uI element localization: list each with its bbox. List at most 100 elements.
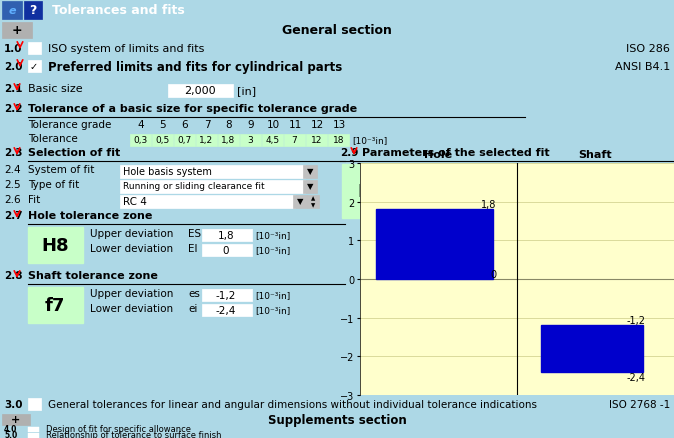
Text: Basic size: Basic size <box>428 166 479 176</box>
Text: 0: 0 <box>222 245 229 255</box>
Bar <box>202 230 252 241</box>
Text: -1,2: -1,2 <box>627 316 646 326</box>
Text: Maximum clearance: Maximum clearance <box>428 180 534 191</box>
Text: 1,8: 1,8 <box>481 200 497 210</box>
Bar <box>120 180 305 194</box>
Text: Hole tolerance zone: Hole tolerance zone <box>28 211 152 220</box>
Text: ✓: ✓ <box>30 62 38 72</box>
Bar <box>28 43 41 55</box>
Text: [10⁻³in]: [10⁻³in] <box>255 305 290 314</box>
Bar <box>2 414 30 425</box>
Bar <box>342 165 420 219</box>
Bar <box>202 304 252 316</box>
Text: ▲: ▲ <box>311 196 315 201</box>
Text: 6: 6 <box>182 120 188 130</box>
Bar <box>218 135 239 147</box>
Text: 13: 13 <box>332 120 346 130</box>
Bar <box>28 227 83 263</box>
Text: 0,3: 0,3 <box>133 136 148 145</box>
Text: 2,000: 2,000 <box>184 86 216 96</box>
Text: [in]: [in] <box>608 183 626 193</box>
Text: 0,0012: 0,0012 <box>557 198 593 208</box>
Text: 2.7: 2.7 <box>4 211 23 220</box>
Text: [10⁻³in]: [10⁻³in] <box>255 230 290 240</box>
Text: 2.4: 2.4 <box>4 165 21 175</box>
Text: 0,7: 0,7 <box>177 136 191 145</box>
Bar <box>240 135 261 147</box>
Bar <box>375 210 493 279</box>
Bar <box>328 135 349 147</box>
Text: RC 4: RC 4 <box>358 183 404 201</box>
Text: 3.0: 3.0 <box>4 399 22 409</box>
Bar <box>28 398 41 410</box>
Text: Parameters of the selected fit: Parameters of the selected fit <box>362 148 549 158</box>
Bar <box>306 135 327 147</box>
Bar <box>202 290 252 301</box>
Text: ANSI B4.1: ANSI B4.1 <box>615 62 670 72</box>
Text: ISO system of limits and fits: ISO system of limits and fits <box>48 44 204 54</box>
Text: Hole: Hole <box>425 150 452 159</box>
Bar <box>293 195 307 208</box>
Text: System of fit: System of fit <box>28 165 94 175</box>
Text: 12: 12 <box>311 136 322 145</box>
Text: [10⁻³in]: [10⁻³in] <box>255 245 290 254</box>
Text: [10⁻³in]: [10⁻³in] <box>255 290 290 299</box>
Text: Tolerance of a basic size for specific tolerance grade: Tolerance of a basic size for specific t… <box>28 104 357 114</box>
Bar <box>262 135 283 147</box>
Text: 4,5: 4,5 <box>266 136 280 145</box>
Text: +: + <box>11 414 21 424</box>
Text: Type of fit: Type of fit <box>28 180 80 190</box>
Text: 8: 8 <box>226 120 233 130</box>
Text: General section: General section <box>282 25 392 37</box>
Bar <box>303 180 317 194</box>
Text: [in]: [in] <box>608 198 626 208</box>
Text: ▼: ▼ <box>307 182 313 191</box>
Text: 11: 11 <box>288 120 302 130</box>
Text: General tolerances for linear and angular dimensions without individual toleranc: General tolerances for linear and angula… <box>48 399 537 409</box>
Bar <box>120 166 305 179</box>
Text: Design of fit for specific allowance: Design of fit for specific allowance <box>46 424 191 434</box>
Text: 1.0: 1.0 <box>4 44 22 54</box>
Bar <box>196 135 217 147</box>
Text: Upper deviation: Upper deviation <box>90 288 173 298</box>
Text: 4: 4 <box>137 120 144 130</box>
Text: Basic size: Basic size <box>28 84 83 94</box>
Text: RC 4: RC 4 <box>123 197 147 207</box>
Text: Lower deviation: Lower deviation <box>90 303 173 313</box>
Text: 2.0: 2.0 <box>4 62 22 72</box>
Text: -2,4: -2,4 <box>627 372 646 382</box>
Bar <box>541 326 642 372</box>
Text: Tolerance: Tolerance <box>28 134 78 144</box>
Bar <box>548 166 603 179</box>
Text: 2.5: 2.5 <box>4 180 21 190</box>
Bar <box>28 61 41 73</box>
Text: f7: f7 <box>44 297 65 314</box>
Text: -2,4: -2,4 <box>216 305 236 315</box>
Text: 7: 7 <box>204 120 210 130</box>
Text: 2.9: 2.9 <box>340 148 359 158</box>
Text: ES: ES <box>188 229 201 238</box>
Text: ISO 286: ISO 286 <box>626 44 670 54</box>
Text: EI: EI <box>188 244 197 254</box>
Text: Selection of fit: Selection of fit <box>28 148 120 158</box>
Text: [in]: [in] <box>608 168 626 177</box>
Text: Supplements section: Supplements section <box>268 413 406 426</box>
Text: ▼: ▼ <box>297 197 303 206</box>
Bar <box>168 85 233 98</box>
Text: 2.2: 2.2 <box>4 104 22 114</box>
Bar <box>174 135 195 147</box>
Text: ?: ? <box>29 4 36 18</box>
Bar <box>284 135 305 147</box>
Text: 1,8: 1,8 <box>221 136 236 145</box>
Bar <box>152 135 173 147</box>
Text: 0: 0 <box>491 269 497 279</box>
Text: Lower deviation: Lower deviation <box>90 244 173 254</box>
Bar <box>202 244 252 256</box>
Bar <box>307 201 319 208</box>
Text: 9: 9 <box>247 120 254 130</box>
Text: 2: 2 <box>572 168 578 177</box>
Text: 2.8: 2.8 <box>4 270 22 280</box>
Text: +: + <box>11 25 22 37</box>
Text: Running or sliding clearance fit: Running or sliding clearance fit <box>123 182 265 191</box>
Text: Relationship of tolerance to surface finish: Relationship of tolerance to surface fin… <box>46 431 222 438</box>
